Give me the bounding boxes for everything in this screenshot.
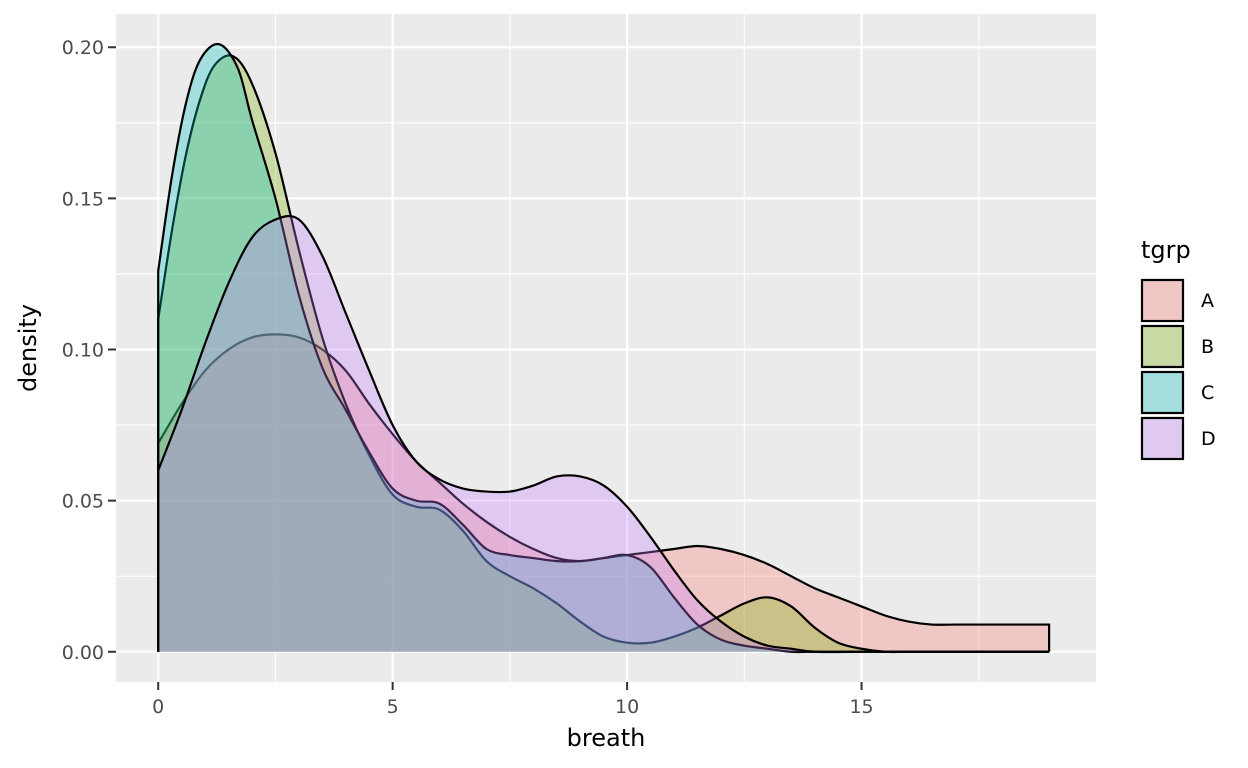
legend-key-bg-A (1141, 279, 1184, 322)
x-axis: 0 5 10 15 (152, 682, 874, 718)
y-axis: 0.00 0.05 0.10 0.15 0.20 (62, 37, 116, 664)
density-area-C (158, 44, 1050, 652)
legend-label-D: D (1201, 428, 1216, 450)
y-tick-label: 0.00 (62, 642, 104, 664)
x-axis-title: breath (567, 724, 646, 752)
series-layer (157, 42, 1051, 654)
density-line-C (157, 42, 1050, 654)
density-area-D (158, 216, 1050, 652)
legend-key-bg-D (1141, 417, 1184, 460)
density-area-A (158, 334, 1050, 652)
legend-label-B: B (1201, 336, 1214, 358)
legend-label-C: C (1201, 382, 1214, 404)
legend-key-bg-B (1141, 325, 1184, 368)
density-line-D (157, 214, 1050, 654)
x-tick-label: 15 (849, 696, 873, 718)
legend: tgrp A B C D (1140, 236, 1216, 461)
y-tick-label: 0.05 (62, 491, 104, 513)
y-tick-label: 0.15 (62, 188, 104, 210)
density-area-B (158, 55, 1050, 652)
grid-minor (116, 14, 1096, 682)
legend-title: tgrp (1141, 236, 1191, 264)
y-axis-title: density (14, 304, 42, 392)
y-tick-label: 0.20 (62, 37, 104, 59)
legend-label-A: A (1201, 290, 1214, 312)
legend-key-B (1140, 324, 1185, 369)
x-tick-label: 10 (615, 696, 639, 718)
panel-background (116, 14, 1096, 682)
x-tick-label: 0 (152, 696, 164, 718)
legend-key-bg-C (1141, 371, 1184, 414)
legend-key-D (1140, 416, 1185, 461)
legend-key-C (1140, 370, 1185, 415)
x-tick-label: 5 (387, 696, 399, 718)
legend-key-A (1140, 278, 1185, 323)
density-line-B (157, 54, 1050, 654)
grid-major (116, 14, 1096, 682)
y-tick-label: 0.10 (62, 340, 104, 362)
legend-keys: A B C D (1140, 278, 1216, 461)
